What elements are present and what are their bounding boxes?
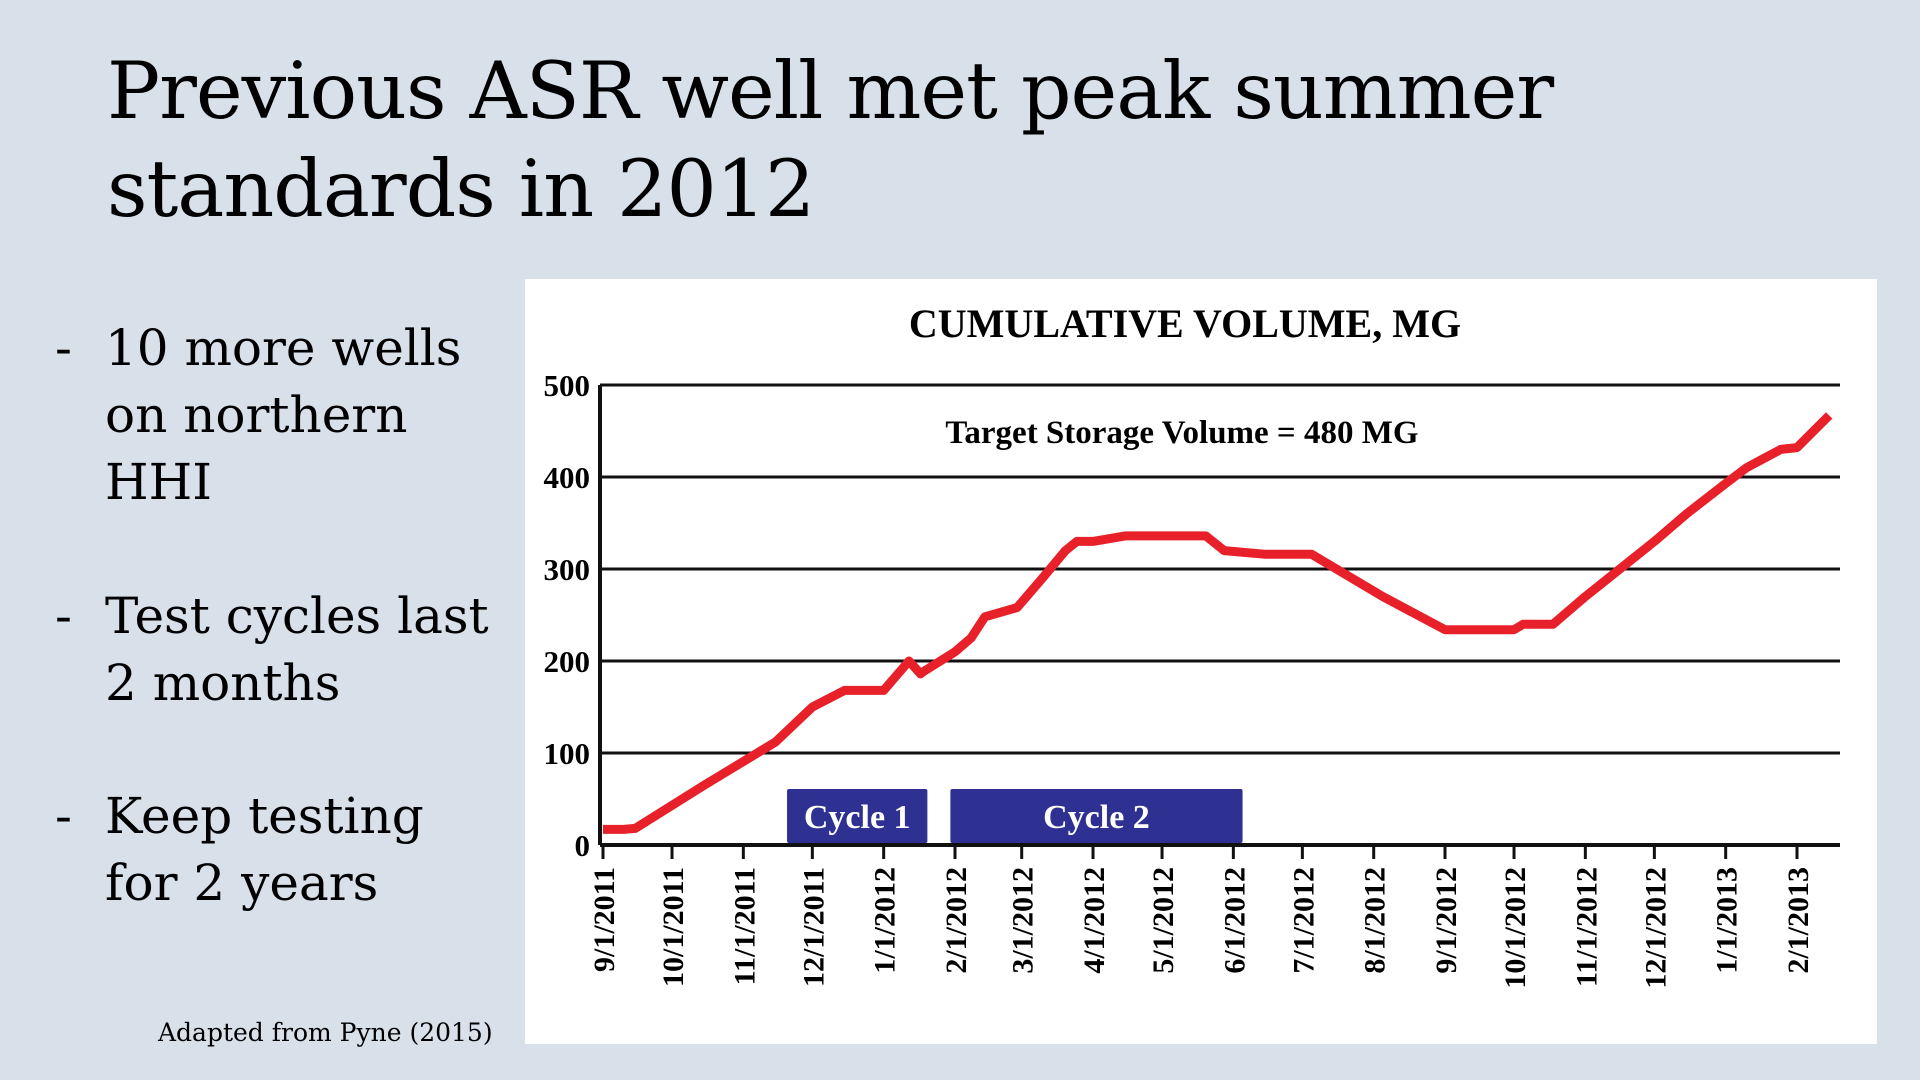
slide-title: Previous ASR well met peak summer standa… <box>107 42 1607 238</box>
cumulative-volume-chart: CUMULATIVE VOLUME, MG Target Storage Vol… <box>544 301 1840 989</box>
bullet-list: - 10 more wells on northern HHI - Test c… <box>55 315 495 984</box>
chart-title: CUMULATIVE VOLUME, MG <box>909 301 1461 346</box>
x-tick-label: 9/1/2011 <box>588 867 621 972</box>
chart-panel: CUMULATIVE VOLUME, MG Target Storage Vol… <box>525 279 1877 1044</box>
bullet-dash: - <box>55 787 72 845</box>
y-tick-label: 300 <box>544 552 591 587</box>
x-tick-label: 2/1/2012 <box>940 867 973 974</box>
x-tick-label: 8/1/2012 <box>1359 867 1392 974</box>
bullet-dash: - <box>55 587 72 645</box>
x-tick-label: 6/1/2012 <box>1218 867 1251 974</box>
x-tick-label: 12/1/2012 <box>1639 867 1672 989</box>
bullet-line: 2 months <box>105 654 341 712</box>
x-tick-label: 1/1/2012 <box>869 867 902 974</box>
bullet-line: on northern <box>105 386 408 444</box>
x-tick-label: 11/1/2012 <box>1570 867 1603 987</box>
bullet-item: - Keep testing for 2 years <box>55 783 495 917</box>
bullet-dash: - <box>55 319 72 377</box>
y-tick-label: 200 <box>544 644 591 679</box>
bullet-item: - Test cycles last 2 months <box>55 583 495 717</box>
x-tick-label: 12/1/2011 <box>797 867 830 987</box>
slide-title-line2: standards in 2012 <box>107 143 815 235</box>
bullet-line: for 2 years <box>105 854 379 912</box>
cycle-box <box>787 789 928 843</box>
cycle-label: Cycle 2 <box>1043 799 1150 836</box>
slide-title-line1: Previous ASR well met peak summer <box>107 45 1554 137</box>
cycle-box <box>950 789 1243 843</box>
y-tick-label: 400 <box>544 460 591 495</box>
y-tick-label: 100 <box>544 736 591 771</box>
x-tick-label: 4/1/2012 <box>1078 867 1111 974</box>
x-tick-label: 9/1/2012 <box>1430 867 1463 974</box>
y-tick-label: 500 <box>544 368 591 403</box>
x-tick-label: 7/1/2012 <box>1287 867 1320 974</box>
cycle-label: Cycle 1 <box>804 799 911 836</box>
x-tick-label: 2/1/2013 <box>1782 867 1815 974</box>
x-tick-label: 10/1/2011 <box>657 867 690 987</box>
y-tick-label: 0 <box>575 828 591 863</box>
x-tick-label: 11/1/2011 <box>728 867 761 985</box>
x-tick-label: 5/1/2012 <box>1147 867 1180 974</box>
x-tick-label: 1/1/2013 <box>1711 867 1744 974</box>
bullet-line: HHI <box>105 453 212 511</box>
source-caption: Adapted from Pyne (2015) <box>158 1018 493 1047</box>
x-tick-label: 10/1/2012 <box>1499 867 1532 989</box>
x-tick-label: 3/1/2012 <box>1007 867 1040 974</box>
chart-annotation: Target Storage Volume = 480 MG <box>945 415 1418 451</box>
bullet-line: Keep testing <box>105 787 424 845</box>
cumulative-volume-line <box>603 412 1833 834</box>
bullet-line: Test cycles last <box>105 587 489 645</box>
bullet-item: - 10 more wells on northern HHI <box>55 315 495 516</box>
bullet-line: 10 more wells <box>105 319 462 377</box>
